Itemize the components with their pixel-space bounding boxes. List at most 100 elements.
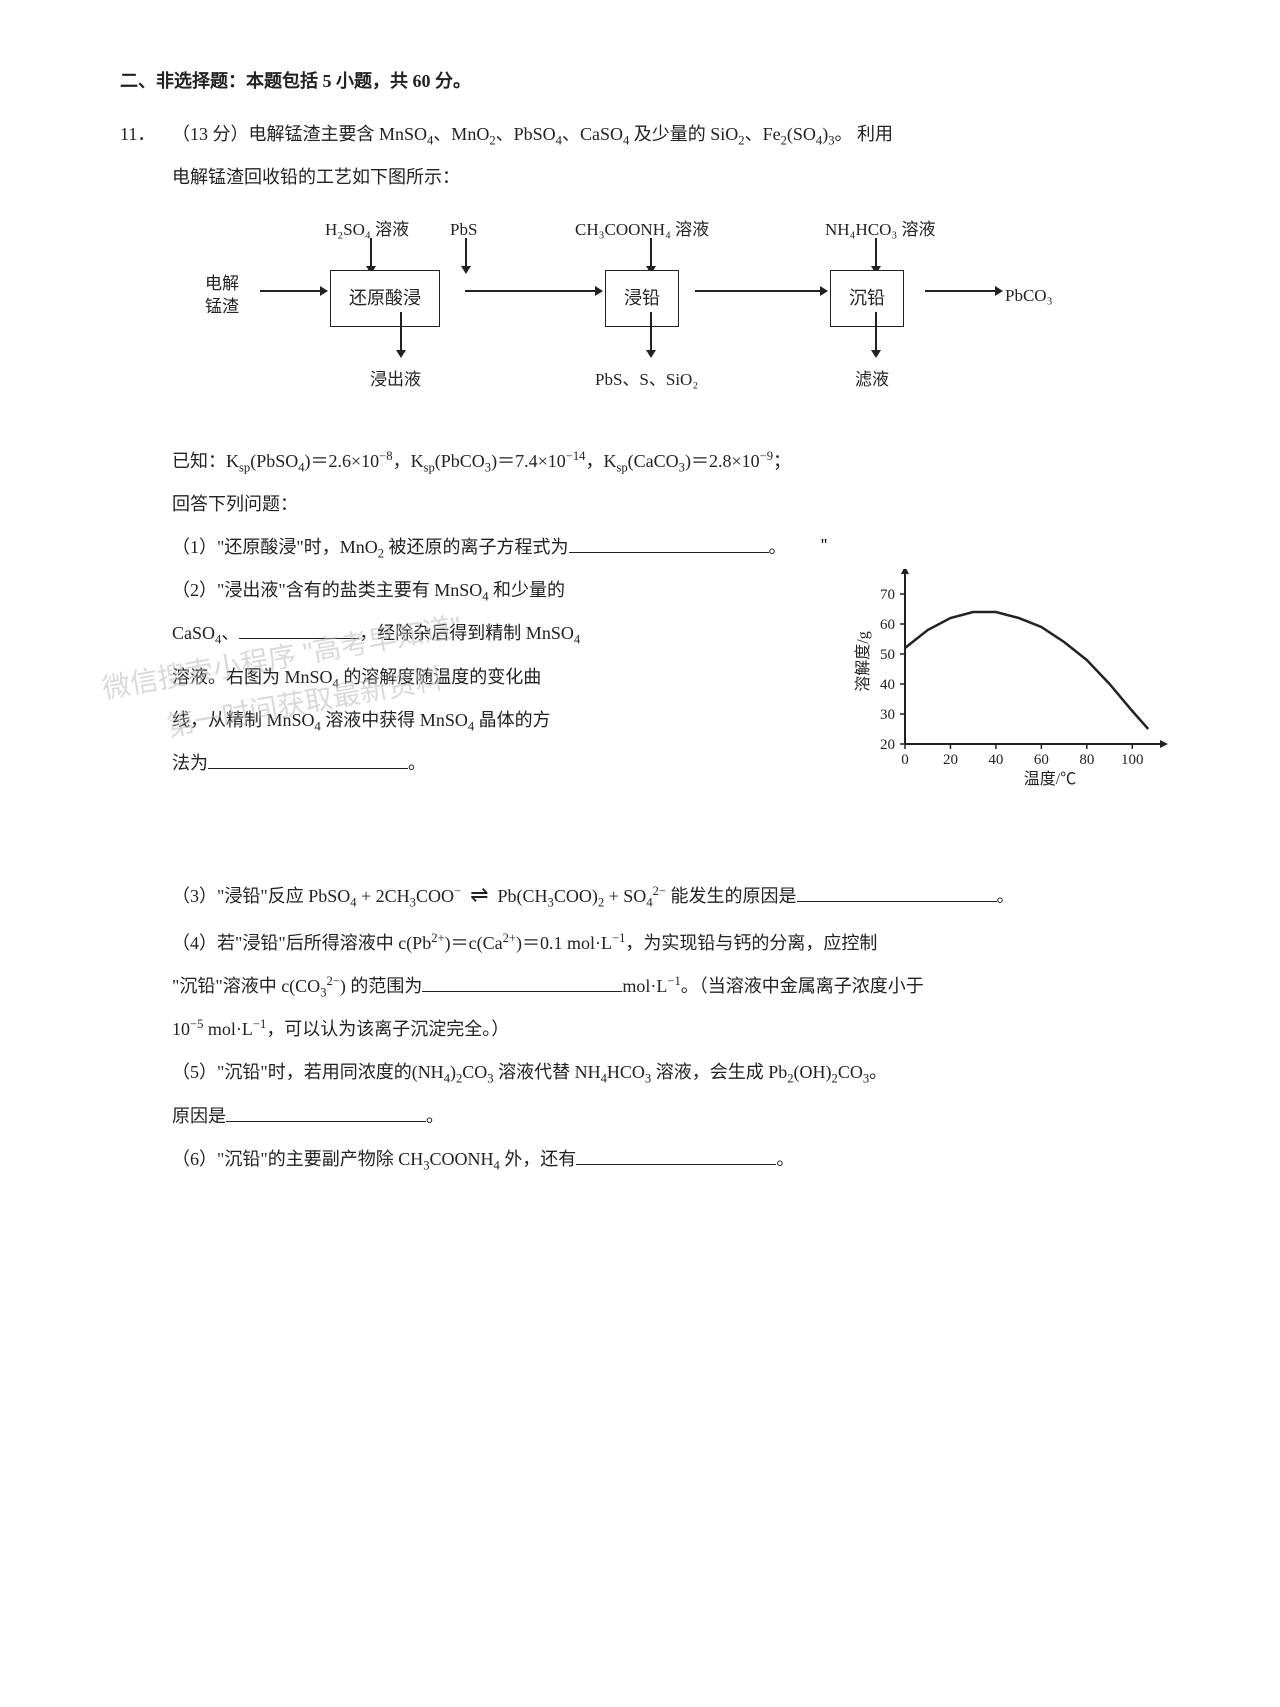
blank [208, 750, 408, 769]
sub: sp [239, 460, 250, 474]
p5: （5）"沉铅"时，若用同浓度的(NH4)2CO3 溶液代替 NH4HCO3 溶液… [120, 1051, 1170, 1137]
fc-out2: PbS、S、SiO₂ [595, 360, 698, 401]
t: mol·L [622, 976, 667, 996]
t: HCO [607, 1062, 645, 1082]
t: ，经除杂后得到精制 MnSO [359, 623, 574, 643]
q11-intro2: 电解锰渣回收铅的工艺如下图所示： [172, 156, 1170, 199]
p4: （4）若"浸铅"后所得溶液中 c(Pb2+)＝c(Ca2+)＝0.1 mol·L… [120, 922, 1170, 1052]
sup: −1 [253, 1017, 266, 1031]
p1: （1）"还原酸浸"时，MnO2 被还原的离子方程式为。 " [120, 526, 1170, 569]
t: 线，从精制 MnSO [172, 710, 315, 730]
blank [239, 620, 359, 639]
t: 已知：K [172, 451, 239, 471]
svg-text:50: 50 [880, 647, 895, 663]
t: 。 [776, 1149, 794, 1169]
t: ，可以认为该离子沉淀完全。） [266, 1019, 509, 1039]
t: （1）"还原酸浸"时，MnO [172, 537, 378, 557]
t: 。 [426, 1106, 444, 1126]
t: 、Fe [745, 124, 781, 144]
known: 已知：Ksp(PbSO4)＝2.6×10−8，Ksp(PbCO3)＝7.4×10… [120, 440, 1170, 483]
sup: −9 [760, 449, 773, 463]
blank [576, 1146, 776, 1165]
t: 外，还有 [500, 1149, 577, 1169]
t: (PbSO [250, 451, 298, 471]
t: 、 [221, 623, 239, 643]
t: （3）"浸铅"反应 PbSO [172, 886, 350, 906]
blank [569, 534, 769, 553]
t: COO) [554, 886, 598, 906]
t: COONH [430, 1149, 494, 1169]
flowchart: H₂SO₄ 溶液 PbS CH₃COONH₄ 溶液 NH₄HCO₃ 溶液 电解锰… [205, 210, 1085, 410]
t: 溶液代替 NH [494, 1062, 601, 1082]
svg-text:60: 60 [1034, 752, 1049, 768]
t: ，K [393, 451, 424, 471]
t: 溶液。右图为 MnSO [172, 667, 333, 687]
p2-text: （2）"浸出液"含有的盐类主要有 MnSO4 和少量的 CaSO4、，经除杂后得… [172, 569, 732, 785]
svg-text:70: 70 [880, 587, 895, 603]
t: 溶液，会生成 Pb [651, 1062, 787, 1082]
t: 、MnO [433, 124, 489, 144]
t: ) 的范围为 [340, 976, 423, 996]
t: （13 分）电解锰渣主要含 MnSO [172, 124, 427, 144]
eq-arrow-icon: ⇌ [470, 882, 488, 907]
t: （5）"沉铅"时，若用同浓度的(NH [172, 1062, 444, 1082]
blank [226, 1103, 426, 1122]
sup: 2− [653, 884, 666, 898]
t: 、CaSO [562, 124, 623, 144]
fc-in1b: PbS [450, 210, 477, 251]
svg-text:0: 0 [901, 752, 909, 768]
sup: −8 [379, 449, 392, 463]
t: ，为实现铅与钙的分离，应控制 [625, 933, 877, 953]
sub: sp [424, 460, 435, 474]
t: (CaCO [628, 451, 679, 471]
sup: −1 [612, 931, 625, 945]
section-title: 二、非选择题：本题包括 5 小题，共 60 分。 [120, 60, 1170, 103]
sup: 2− [326, 974, 339, 988]
t: 的溶解度随温度的变化曲 [339, 667, 542, 687]
t: 溶液中获得 MnSO [321, 710, 468, 730]
t: )＝7.4×10 [491, 451, 566, 471]
t: （4）若"浸铅"后所得溶液中 c(Pb [172, 933, 431, 953]
sup: −5 [190, 1017, 203, 1031]
svg-text:80: 80 [1079, 752, 1094, 768]
t: 能发生的原因是 [666, 886, 797, 906]
q11-intro1: （13 分）电解锰渣主要含 MnSO4、MnO2、PbSO4、CaSO4 及少量… [172, 113, 1170, 156]
t: ； [773, 451, 791, 471]
fc-box3: 沉铅 [830, 270, 904, 327]
t: COO [416, 886, 454, 906]
fc-box1: 还原酸浸 [330, 270, 440, 327]
sup: −14 [566, 449, 586, 463]
t: )＝2.6×10 [305, 451, 380, 471]
sub: 4 [574, 633, 580, 647]
svg-text:20: 20 [943, 752, 958, 768]
question-number: 11． [120, 113, 172, 156]
t: mol·L [203, 1019, 253, 1039]
t: （6）"沉铅"的主要副产物除 CH [172, 1149, 423, 1169]
t: 被还原的离子方程式为 [384, 537, 569, 557]
t: Pb(CH [498, 886, 548, 906]
t: CaSO [172, 623, 215, 643]
p6: （6）"沉铅"的主要副产物除 CH3COONH4 外，还有。 [120, 1138, 1170, 1181]
fc-in3: NH₄HCO₃ 溶液 [825, 210, 936, 251]
sub: sp [616, 460, 627, 474]
t: ，K [585, 451, 616, 471]
t: 。 [769, 537, 787, 557]
t: 。 [869, 1062, 887, 1082]
t: 及少量的 SiO [629, 124, 738, 144]
t: 。 利用 [834, 124, 893, 144]
blank [422, 973, 622, 992]
fc-out1: 浸出液 [370, 360, 421, 401]
p3: （3）"浸铅"反应 PbSO4 + 2CH3COO− ⇌ Pb(CH3COO)2… [120, 869, 1170, 922]
solubility-chart: 203040506070020406080100温度/℃溶解度/g [850, 569, 1170, 805]
t: 、PbSO [496, 124, 556, 144]
t: 。 [997, 886, 1015, 906]
svg-text:溶解度/g: 溶解度/g [854, 631, 872, 691]
t: CO [462, 1062, 487, 1082]
t: 。 [408, 753, 426, 773]
fc-box2: 浸铅 [605, 270, 679, 327]
t: (OH) [794, 1062, 832, 1082]
t: )＝c(Ca [445, 933, 503, 953]
fc-in1a: H₂SO₄ 溶液 [325, 210, 409, 251]
t: "沉铅"溶液中 c(CO [172, 976, 320, 996]
sup: −1 [667, 974, 680, 988]
